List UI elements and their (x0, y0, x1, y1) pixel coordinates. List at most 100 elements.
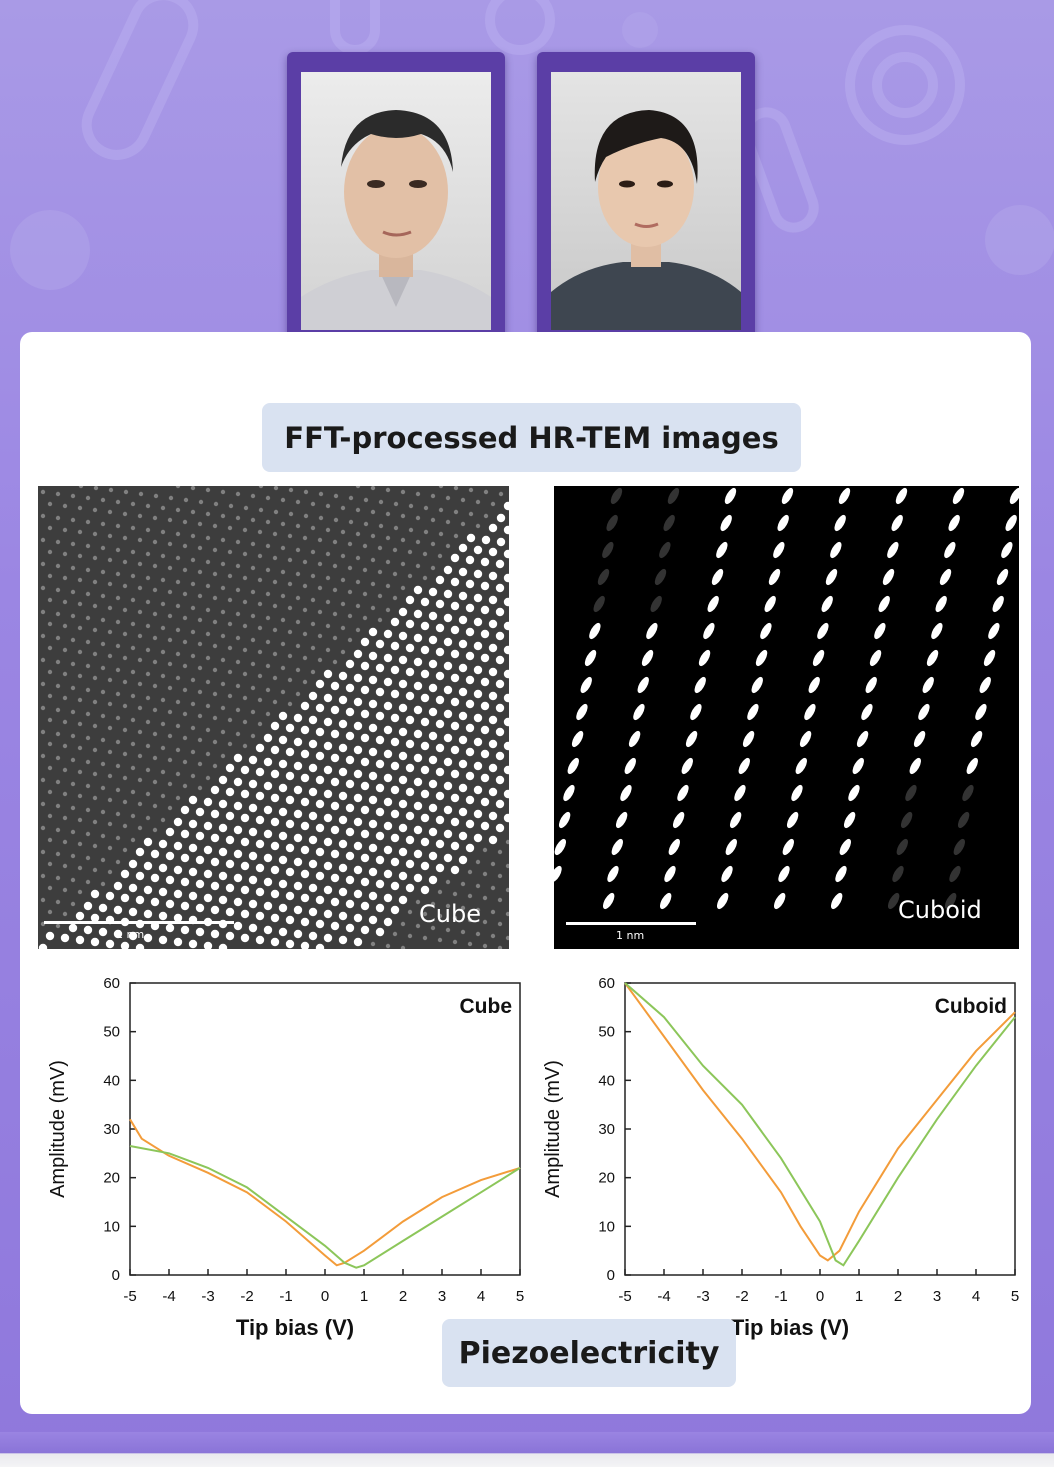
lattice-dot (197, 617, 203, 623)
lattice-spot (751, 676, 763, 694)
lattice-dot (465, 699, 475, 709)
lattice-dot (167, 781, 173, 787)
lattice-dot (330, 849, 340, 859)
lattice-dot (143, 933, 153, 943)
lattice-dot (235, 731, 241, 737)
lattice-dot (173, 841, 183, 851)
lattice-dot (145, 719, 151, 725)
lattice-dot (255, 743, 265, 753)
lattice-dot (362, 543, 368, 549)
series-line (624, 982, 1016, 1267)
lattice-dot (205, 607, 211, 613)
lattice-dot (212, 715, 218, 721)
lattice-dot (255, 911, 265, 921)
lattice-dot (107, 701, 113, 707)
lattice-dot (152, 563, 158, 569)
lattice-dot (340, 529, 346, 535)
lattice-dot (450, 721, 460, 731)
lattice-dot (40, 537, 46, 543)
lattice-dot (160, 625, 166, 631)
lattice-dot (495, 655, 505, 665)
lattice-dot (385, 607, 391, 613)
lattice-dot (182, 759, 188, 765)
lattice-dot (190, 749, 196, 755)
lattice-dot (287, 581, 293, 587)
lattice-dot (40, 705, 46, 711)
lattice-spot (913, 730, 926, 748)
lattice-dot (415, 491, 421, 497)
lattice-dot (92, 795, 98, 801)
lattice-dot (257, 577, 263, 583)
lattice-dot (495, 583, 505, 593)
lattice-dot (120, 869, 130, 879)
lattice-dot (233, 873, 243, 883)
lattice-dot (203, 941, 213, 949)
lattice-dot (503, 645, 509, 655)
lattice-dot (107, 725, 113, 731)
lattice-dot (480, 605, 490, 615)
lattice-dot (495, 679, 505, 689)
lattice-spot (694, 676, 706, 694)
lattice-dot (240, 861, 250, 871)
lattice-dot (280, 497, 286, 503)
lattice-dot (47, 573, 53, 579)
lattice-dot (175, 747, 181, 753)
lattice-dot (225, 859, 235, 869)
lattice-spot (804, 703, 816, 721)
lattice-dot (62, 575, 68, 581)
lattice-dot (405, 835, 415, 845)
lattice-dot (220, 537, 226, 543)
lattice-dot (473, 689, 483, 699)
lattice-dot (167, 637, 173, 643)
lattice-dot (212, 547, 218, 553)
lattice-dot (458, 735, 468, 745)
lattice-dot (77, 817, 83, 823)
lattice-dot (482, 943, 488, 949)
lattice-dot (370, 605, 376, 611)
lattice-dot (122, 799, 128, 805)
lattice-dot (497, 945, 503, 949)
lattice-dot (497, 897, 503, 903)
lattice-spot (905, 784, 917, 802)
lattice-dot (392, 547, 398, 553)
lattice-dot (107, 749, 113, 755)
lattice-spot (567, 757, 579, 775)
lattice-dot (183, 497, 189, 503)
lattice-dot (413, 753, 423, 763)
lattice-dot (137, 777, 143, 783)
lattice-dot (420, 597, 430, 607)
lattice-dot (197, 545, 203, 551)
lattice-dot (347, 613, 353, 619)
lattice-dot (188, 867, 198, 877)
lattice-dot (197, 569, 203, 575)
lattice-dot (90, 937, 100, 947)
lattice-dot (195, 879, 205, 889)
lattice-dot (272, 555, 278, 561)
lattice-dot (92, 603, 98, 609)
lattice-dot (488, 835, 498, 845)
tem-lattice-cuboid (554, 487, 1019, 910)
lattice-dot (220, 729, 226, 735)
lattice-dot (383, 677, 393, 687)
lattice-dot (407, 909, 413, 915)
lattice-dot (270, 721, 280, 731)
lattice-dot (420, 621, 430, 631)
lattice-dot (55, 731, 61, 737)
lattice-dot (377, 545, 383, 551)
lattice-dot (355, 603, 361, 609)
lattice-dot (488, 547, 498, 557)
lattice-spot (764, 595, 776, 613)
lattice-dot (152, 539, 158, 545)
lattice-dot (308, 739, 318, 749)
lattice-dot (360, 709, 370, 719)
lattice-dot (465, 843, 475, 853)
lattice-dot (130, 741, 136, 747)
lattice-dot (160, 817, 166, 823)
lattice-spot (895, 487, 908, 505)
lattice-dot (348, 519, 354, 525)
lattice-dot (62, 719, 68, 725)
lattice-dot (240, 909, 250, 919)
lattice-dot (77, 625, 83, 631)
lattice-dot (47, 909, 53, 915)
lattice-dot (467, 893, 473, 899)
